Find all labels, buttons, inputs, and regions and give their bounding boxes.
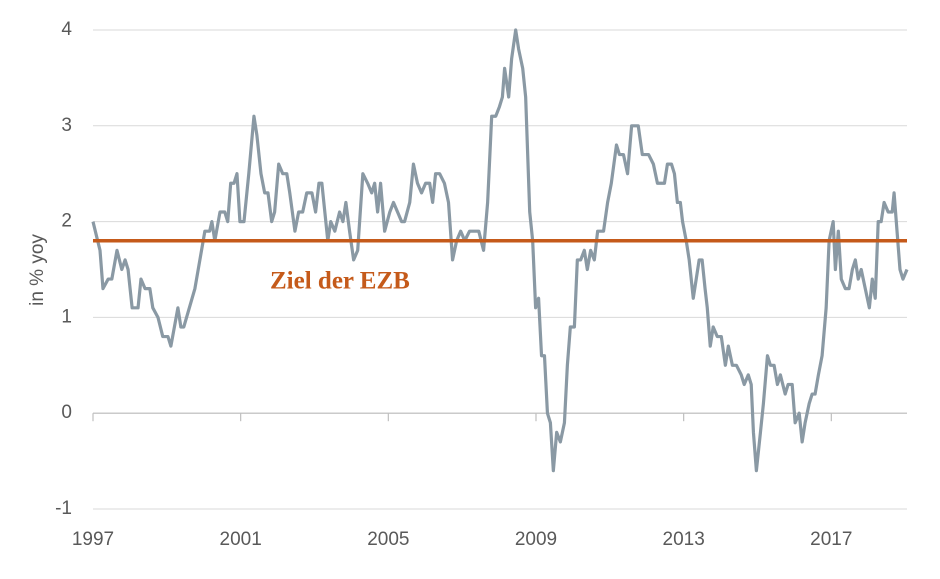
y-axis-label: in % yoy <box>27 234 48 306</box>
x-tick-label: 2017 <box>810 529 852 550</box>
y-tick-label: -1 <box>55 498 72 519</box>
x-tick-label: 2005 <box>367 529 409 550</box>
y-tick-label: 1 <box>61 306 72 327</box>
y-tick-label: 0 <box>61 402 72 423</box>
x-tick-label: 2001 <box>220 529 262 550</box>
y-tick-label: 4 <box>61 19 72 40</box>
x-tick-label: 2013 <box>663 529 705 550</box>
target-label: Ziel der EZB <box>270 268 410 295</box>
y-tick-label: 3 <box>61 115 72 136</box>
x-tick-label: 1997 <box>72 529 114 550</box>
x-tick-label: 2009 <box>515 529 557 550</box>
y-tick-label: 2 <box>61 211 72 232</box>
data-line <box>91 28 909 473</box>
